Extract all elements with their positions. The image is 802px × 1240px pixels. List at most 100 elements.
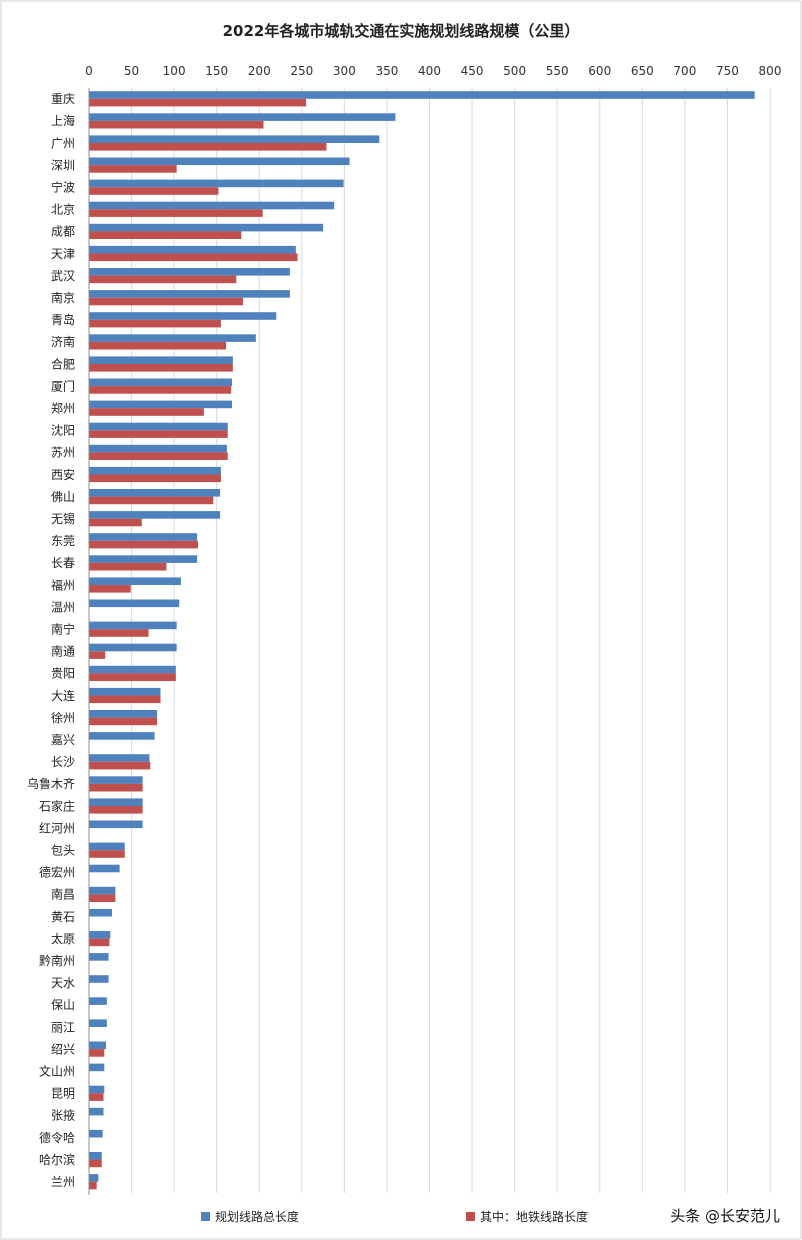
category-label: 济南 (51, 334, 75, 349)
x-tick-label: 200 (248, 64, 271, 78)
bar-metro-length (89, 761, 151, 770)
bar-total-length (89, 290, 290, 298)
category-label: 东莞 (51, 534, 75, 548)
legend-swatch-metro (466, 1212, 475, 1221)
bar-total-length (89, 1085, 105, 1094)
bar-total-length (89, 466, 221, 475)
bar-metro-length (89, 297, 244, 306)
bar-metro-length (89, 364, 233, 372)
bar-total-length (89, 378, 233, 387)
category-label: 苏州 (51, 446, 75, 460)
bar-total-length (89, 400, 233, 409)
bar-total-length (89, 135, 380, 143)
x-axis-ticks: 0 50 100 150 200 250 300 350 400 450 500 550 600 650 7… (85, 64, 781, 78)
bar-total-length (89, 179, 344, 188)
bar-metro-length (89, 1093, 104, 1101)
bar-metro-length (89, 651, 106, 659)
legend-item-total: 规划线路总长度 (201, 1209, 299, 1224)
bar-metro-length (89, 496, 214, 505)
category-label: 包头 (51, 843, 75, 857)
bar-metro-length (89, 806, 143, 814)
bar-metro-length (89, 187, 219, 195)
category-label: 厦门 (51, 378, 75, 393)
bar-total-length (89, 444, 227, 453)
category-label: 武汉 (51, 269, 75, 283)
category-label: 嘉兴 (51, 733, 75, 747)
x-tick-label: 500 (503, 64, 526, 78)
category-label: 南通 (51, 644, 75, 659)
category-label: 昆明 (51, 1087, 75, 1101)
bar-total-length (89, 931, 111, 939)
bar-total-length (89, 312, 277, 320)
legend-swatch-total (201, 1212, 210, 1221)
category-label: 黔南州 (39, 953, 75, 968)
category-label: 黄石 (51, 910, 75, 924)
category-label: 南昌 (51, 887, 75, 902)
bar-total-length (89, 356, 233, 364)
category-label: 文山州 (39, 1063, 75, 1078)
bar-metro-length (89, 562, 167, 571)
category-label: 宁波 (51, 179, 75, 194)
bar-total-length (89, 1129, 103, 1138)
bar-metro-length (89, 120, 264, 129)
bar-metro-length (89, 452, 228, 460)
category-label: 天水 (51, 976, 75, 990)
x-tick-label: 450 (461, 64, 484, 78)
bar-total-length (89, 113, 396, 121)
bar-total-length (89, 820, 143, 829)
bar-total-length (89, 621, 177, 630)
bar-total-length (89, 577, 181, 585)
category-label: 长沙 (51, 755, 75, 769)
bar-metro-length (89, 894, 116, 902)
category-label: 合肥 (51, 356, 75, 371)
category-label: 上海 (51, 113, 75, 128)
bar-total-length (89, 91, 755, 99)
category-label: 贵阳 (51, 667, 75, 681)
chart-title: 2022年各城市城轨交通在实施规划线路规模（公里） (223, 22, 580, 40)
category-label: 德令哈 (39, 1130, 75, 1145)
category-label: 福州 (51, 577, 75, 592)
category-label: 天津 (51, 247, 75, 261)
bar-total-length (89, 223, 324, 232)
bar-total-length (89, 798, 143, 806)
bar-total-length (89, 1107, 104, 1116)
category-label: 沈阳 (51, 423, 75, 438)
bar-total-length (89, 268, 290, 276)
bar-metro-length (89, 98, 307, 107)
bar-metro-length (89, 341, 227, 350)
category-label: 青岛 (51, 312, 75, 327)
x-tick-label: 150 (205, 64, 228, 78)
bar-metro-length (89, 938, 110, 947)
category-label: 石家庄 (39, 798, 75, 813)
bar-total-length (89, 732, 155, 740)
bar-total-length (89, 643, 177, 652)
x-tick-label: 400 (418, 64, 441, 78)
category-label: 德宏州 (39, 865, 75, 880)
bar-metro-length (89, 474, 221, 483)
category-label: 南宁 (51, 621, 75, 636)
bar-total-length (89, 422, 228, 431)
category-label: 深圳 (51, 158, 75, 172)
credit-watermark: 头条 @长安范儿 (670, 1207, 780, 1225)
bar-total-length (89, 201, 335, 210)
bar-total-length (89, 953, 109, 961)
category-label: 徐州 (51, 710, 75, 725)
bar-total-length (89, 975, 109, 983)
bar-total-length (89, 1063, 105, 1072)
bar-metro-length (89, 319, 221, 328)
x-tick-label: 350 (375, 64, 398, 78)
x-tick-label: 550 (546, 64, 569, 78)
x-tick-label: 250 (290, 64, 313, 78)
legend-label-total: 规划线路总长度 (215, 1209, 299, 1224)
bar-total-length (89, 754, 150, 762)
category-label: 广州 (51, 136, 75, 150)
category-label: 无锡 (51, 511, 75, 526)
bar-metro-length (89, 629, 149, 637)
category-label: 丽江 (51, 1020, 75, 1034)
bar-total-length (89, 687, 161, 696)
bar-total-length (89, 334, 256, 342)
category-label: 重庆 (51, 92, 75, 106)
bar-total-length (89, 1041, 107, 1050)
